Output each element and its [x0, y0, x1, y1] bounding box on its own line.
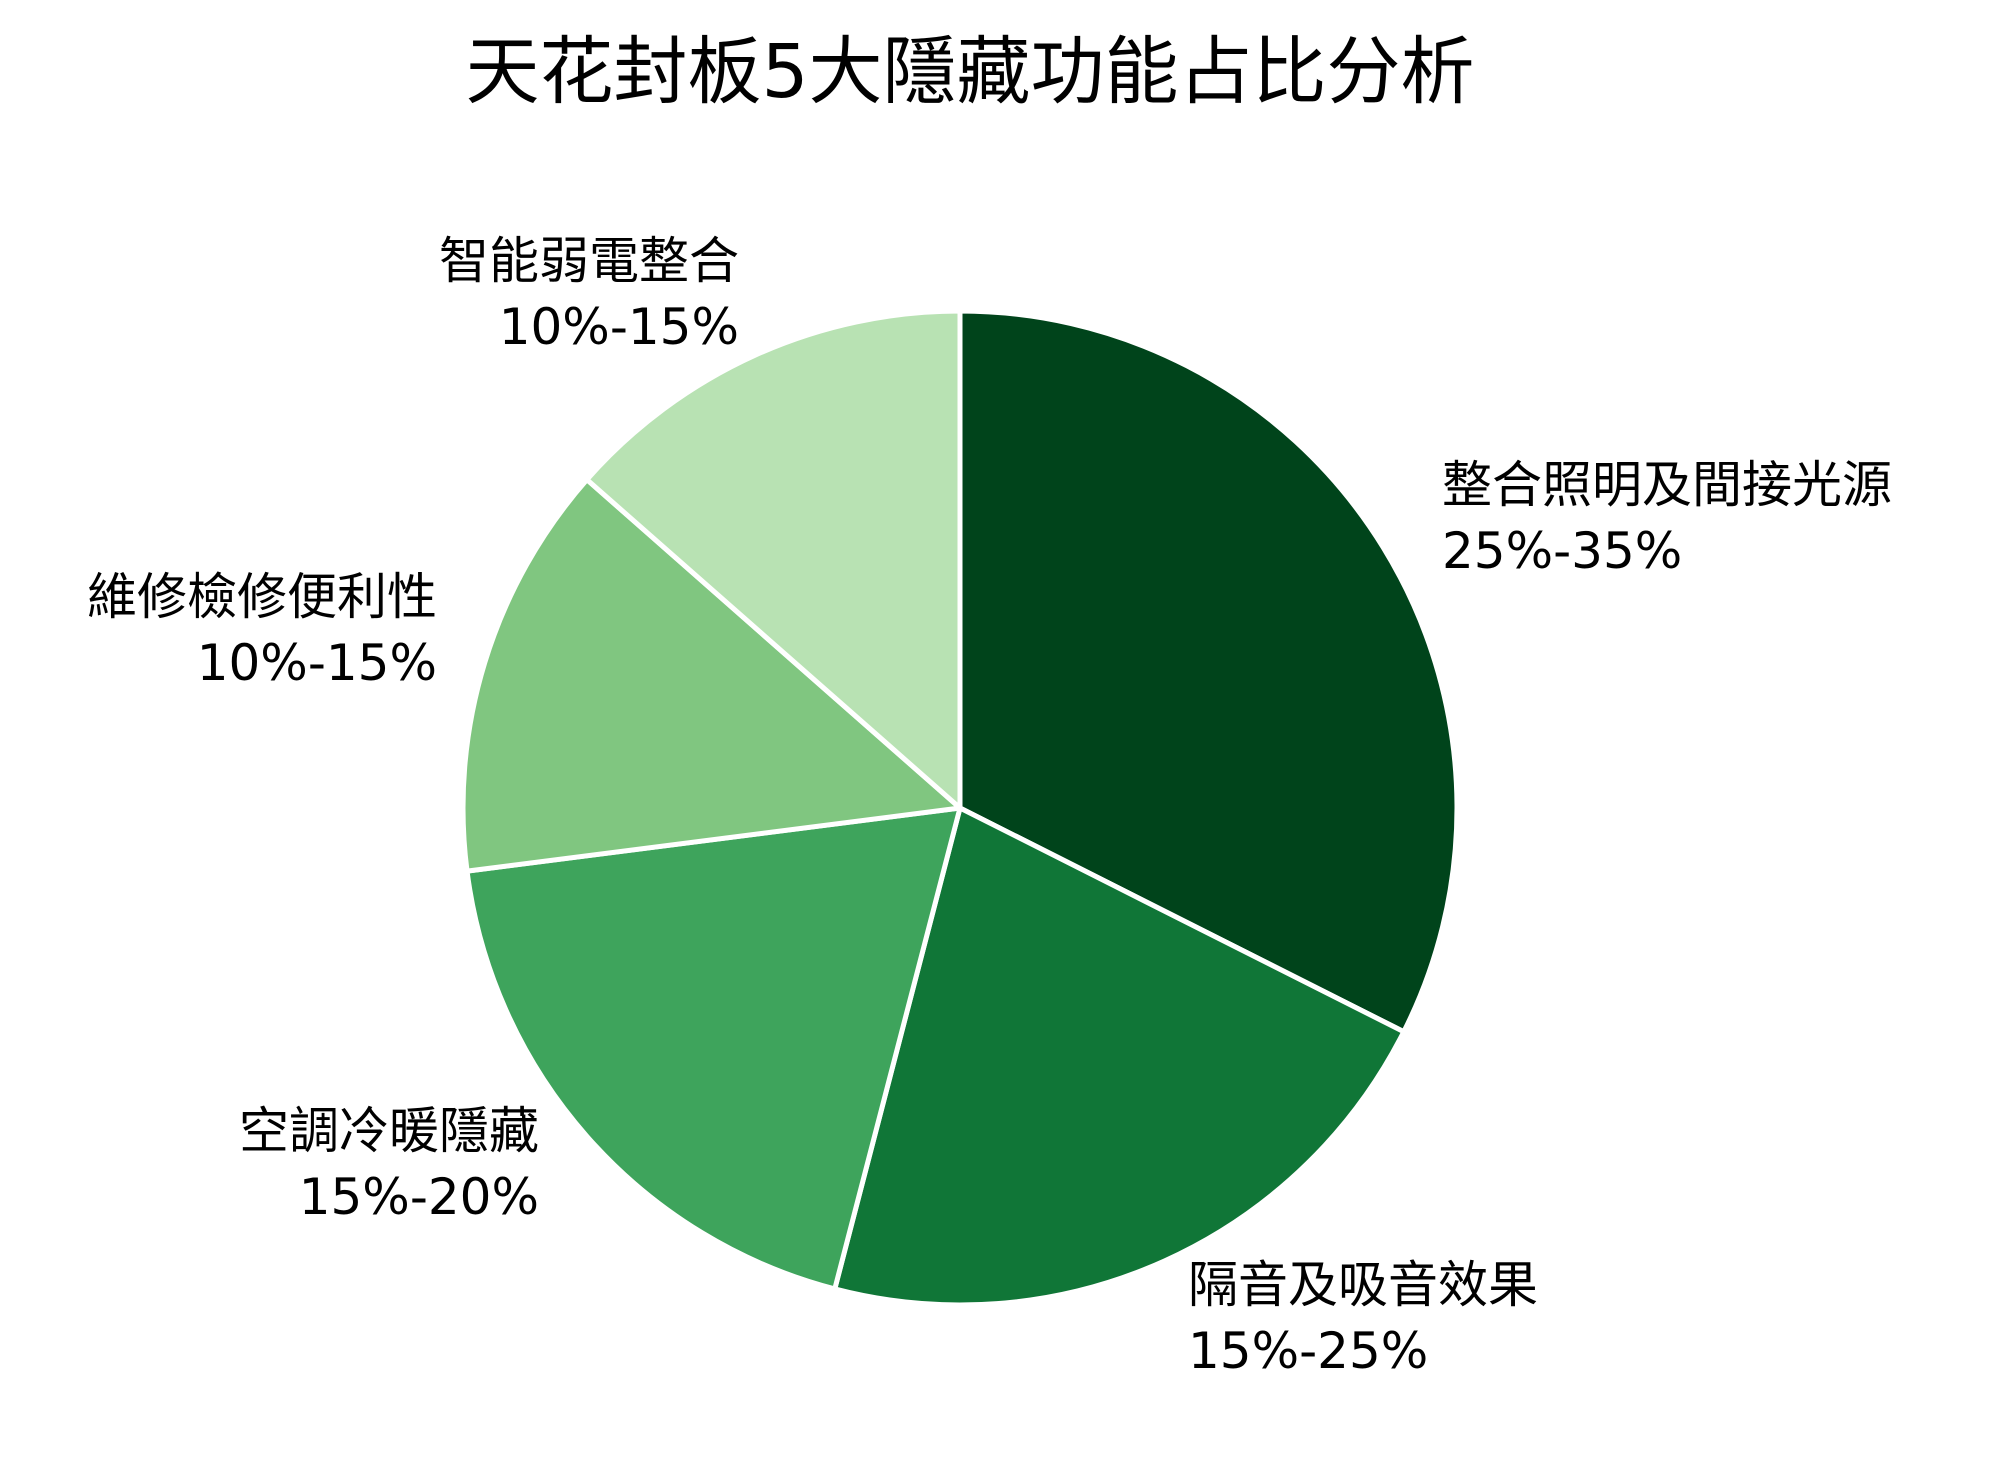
slice-name: 智能弱電整合 [439, 232, 739, 290]
slice-range: 25%-35% [1442, 522, 1683, 580]
slice-label-hvac: 空調冷暖隱藏 15%-20% [239, 1098, 539, 1230]
slice-range: 10%-15% [498, 298, 739, 356]
pie-slice-0 [957, 308, 1460, 1035]
pie-slice-2 [464, 805, 963, 1292]
slice-range: 15%-20% [298, 1168, 539, 1226]
pie-slice-3 [460, 477, 963, 874]
slice-name: 空調冷暖隱藏 [239, 1102, 539, 1160]
slice-label-lighting: 整合照明及間接光源 25%-35% [1442, 452, 1892, 584]
pie-slice-1 [832, 805, 1407, 1308]
slice-range: 10%-15% [196, 634, 437, 692]
pie-slice-4 [584, 308, 963, 811]
slice-label-maintenance: 維修檢修便利性 10%-15% [87, 564, 437, 696]
slice-range: 15%-25% [1188, 1322, 1429, 1380]
pie-slices [460, 308, 1460, 1308]
slice-name: 維修檢修便利性 [87, 568, 437, 626]
slice-label-acoustics: 隔音及吸音效果 15%-25% [1188, 1252, 1538, 1384]
chart-title: 天花封板5大隱藏功能占比分析 [465, 29, 1475, 115]
slice-name: 隔音及吸音效果 [1188, 1256, 1538, 1314]
slice-label-smart-wiring: 智能弱電整合 10%-15% [439, 228, 739, 360]
slice-name: 整合照明及間接光源 [1442, 456, 1892, 514]
